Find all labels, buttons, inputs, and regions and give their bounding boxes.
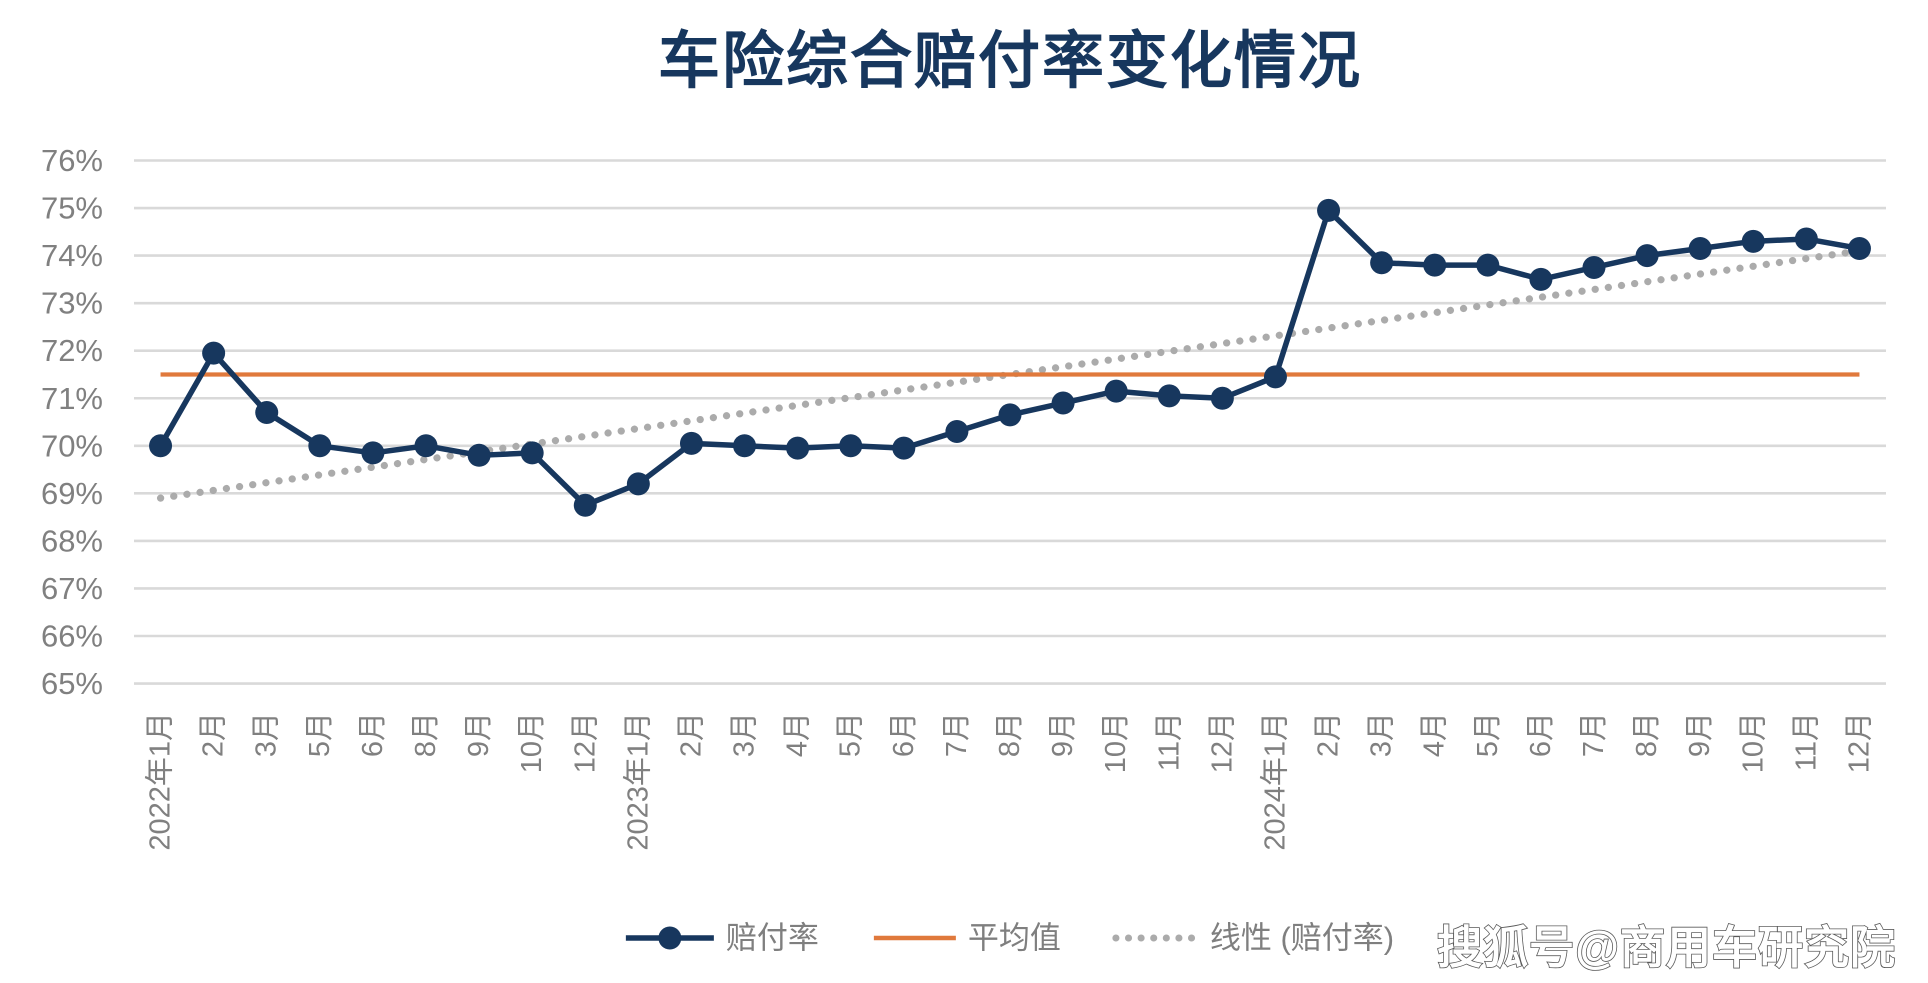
x-tick-label: 2023年1月 <box>621 712 654 851</box>
x-tick-label: 9月 <box>463 712 495 757</box>
x-tick-label: 2月 <box>1313 712 1345 757</box>
legend-marker-dot <box>658 926 682 950</box>
y-tick-label: 68% <box>41 523 103 558</box>
data-point-marker <box>998 403 1022 427</box>
y-tick-label: 75% <box>41 191 103 226</box>
x-tick-label: 7月 <box>941 712 973 757</box>
data-point-marker <box>1794 227 1818 251</box>
x-tick-label: 5月 <box>1472 712 1504 757</box>
y-tick-label: 76% <box>41 143 103 178</box>
x-tick-label: 5月 <box>304 712 336 757</box>
x-tick-label: 6月 <box>1525 712 1557 757</box>
y-tick-label: 65% <box>41 666 103 701</box>
legend-label: 线性 (赔付率) <box>1210 921 1394 956</box>
data-point-marker <box>361 441 385 465</box>
legend-label: 赔付率 <box>726 921 819 956</box>
chart-legend: 赔付率 平均值 线性 (赔付率) <box>625 921 1394 956</box>
data-point-marker <box>733 434 757 458</box>
data-point-marker <box>520 441 544 465</box>
x-tick-label: 6月 <box>357 712 389 757</box>
data-point-marker <box>573 493 597 517</box>
x-axis-tick-labels: 2022年1月 2月 3月 5月 6月 8月 9月 10月 12月 2023年1月 2月 3月 4月 5月… <box>144 712 1876 851</box>
x-tick-label: 3月 <box>729 712 761 757</box>
data-point-marker <box>1370 251 1394 275</box>
x-tick-label: 6月 <box>888 712 920 757</box>
x-tick-label: 12月 <box>1206 712 1238 773</box>
y-tick-label: 66% <box>41 619 103 654</box>
y-tick-label: 71% <box>41 381 103 416</box>
data-point-marker <box>1582 255 1606 279</box>
legend-item-linear-trend: 线性 (赔付率) <box>1112 921 1394 956</box>
y-tick-label: 74% <box>41 238 103 273</box>
y-tick-label: 72% <box>41 333 103 368</box>
watermark-text: 搜狐号@商用车研究院 <box>1437 922 1896 973</box>
data-point-marker <box>1741 229 1765 253</box>
x-tick-label: 11月 <box>1790 712 1822 771</box>
x-tick-label: 3月 <box>251 712 283 757</box>
x-tick-label: 8月 <box>1631 712 1663 757</box>
legend-label: 平均值 <box>968 921 1061 956</box>
x-tick-label: 10月 <box>1100 712 1132 773</box>
data-point-marker <box>1635 244 1659 268</box>
x-tick-label: 5月 <box>835 712 867 757</box>
data-point-marker <box>786 436 810 460</box>
x-tick-label: 7月 <box>1578 712 1610 757</box>
x-tick-label: 4月 <box>782 712 814 757</box>
x-tick-label: 10月 <box>516 712 548 773</box>
data-point-marker <box>467 443 491 467</box>
legend-item-average: 平均值 <box>873 921 1061 956</box>
data-point-marker <box>1104 379 1128 403</box>
y-axis-tick-labels: 65% 66% 67% 68% 69% 70% 71% 72% 73% 74% 75% 76% <box>41 143 103 701</box>
x-tick-label: 9月 <box>1684 712 1716 757</box>
x-tick-label: 2月 <box>198 712 230 757</box>
y-tick-label: 70% <box>41 428 103 463</box>
data-point-marker <box>892 436 916 460</box>
x-tick-label: 12月 <box>569 712 601 773</box>
data-point-marker <box>1423 253 1447 277</box>
data-point-marker <box>626 472 650 496</box>
data-point-marker <box>149 434 173 458</box>
data-point-marker <box>679 431 703 455</box>
legend-item-claim-ratio: 赔付率 <box>625 921 819 956</box>
data-point-marker <box>839 434 863 458</box>
x-tick-label: 9月 <box>1047 712 1079 757</box>
claim-ratio-series-layer <box>149 198 1871 517</box>
data-point-marker <box>1317 198 1341 222</box>
data-point-marker <box>255 401 279 425</box>
data-point-marker <box>1688 236 1712 260</box>
data-point-marker <box>1263 365 1287 389</box>
x-tick-label: 3月 <box>1366 712 1398 757</box>
data-point-marker <box>1529 267 1553 291</box>
x-tick-label: 10月 <box>1737 712 1769 773</box>
x-tick-label: 2024年1月 <box>1258 712 1291 851</box>
data-point-marker <box>945 420 969 444</box>
data-point-marker <box>1210 386 1234 410</box>
x-tick-label: 12月 <box>1843 712 1875 773</box>
y-tick-label: 69% <box>41 476 103 511</box>
x-tick-label: 8月 <box>994 712 1026 757</box>
x-tick-label: 11月 <box>1153 712 1185 771</box>
watermark: 搜狐号@商用车研究院 <box>1436 921 1896 974</box>
x-tick-label: 2月 <box>675 712 707 757</box>
y-tick-label: 73% <box>41 286 103 321</box>
data-point-marker <box>1051 391 1075 415</box>
x-tick-label: 4月 <box>1419 712 1451 757</box>
data-point-marker <box>202 341 226 365</box>
data-point-marker <box>1157 384 1181 408</box>
data-point-marker <box>1476 253 1500 277</box>
data-point-marker <box>414 434 438 458</box>
data-point-marker <box>1847 236 1871 260</box>
chart-title: 车险综合赔付率变化情况 <box>658 27 1362 96</box>
x-tick-label: 8月 <box>410 712 442 757</box>
x-tick-label: 2022年1月 <box>144 712 177 851</box>
data-point-marker <box>308 434 332 458</box>
y-tick-label: 67% <box>41 571 103 606</box>
